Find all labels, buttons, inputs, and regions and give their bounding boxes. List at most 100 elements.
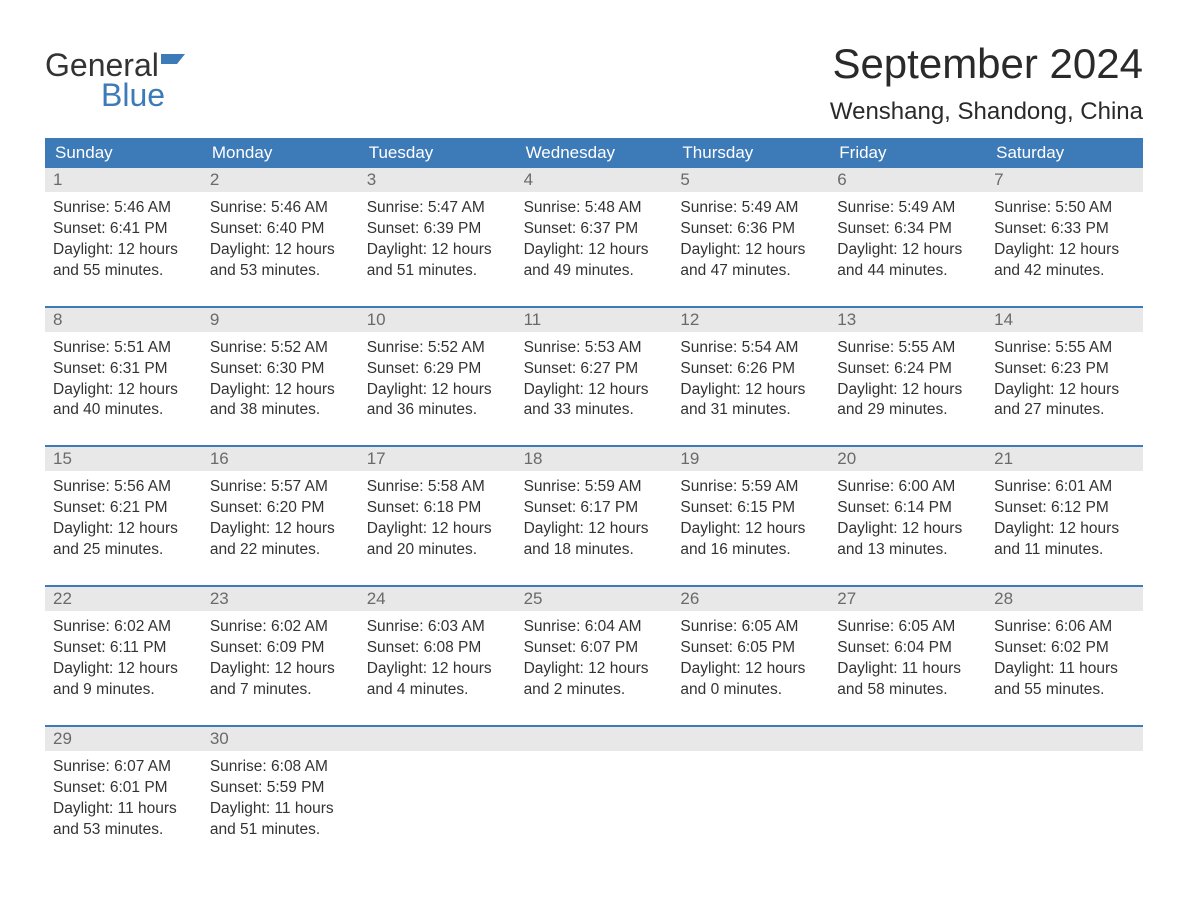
day-number: 26 [672,587,829,611]
day-cell: Sunrise: 6:04 AMSunset: 6:07 PMDaylight:… [516,611,673,711]
sunrise: Sunrise: 5:59 AM [680,477,821,498]
day-cell: Sunrise: 6:02 AMSunset: 6:09 PMDaylight:… [202,611,359,711]
daylight-line2: and 42 minutes. [994,261,1135,282]
daylight-line1: Daylight: 11 hours [53,799,194,820]
day-cell [359,751,516,851]
sunrise: Sunrise: 6:04 AM [524,617,665,638]
header: General Blue September 2024 Wenshang, Sh… [45,40,1143,126]
day-number [516,727,673,751]
daylight-line2: and 22 minutes. [210,540,351,561]
daylight-line1: Daylight: 12 hours [53,519,194,540]
day-number: 24 [359,587,516,611]
sunrise: Sunrise: 5:59 AM [524,477,665,498]
day-cell: Sunrise: 6:01 AMSunset: 6:12 PMDaylight:… [986,471,1143,571]
day-cell: Sunrise: 5:52 AMSunset: 6:29 PMDaylight:… [359,332,516,432]
sunset: Sunset: 6:40 PM [210,219,351,240]
daylight-line1: Daylight: 11 hours [837,659,978,680]
sunset: Sunset: 6:29 PM [367,359,508,380]
sunset: Sunset: 6:27 PM [524,359,665,380]
sunrise: Sunrise: 5:56 AM [53,477,194,498]
day-cell [672,751,829,851]
day-number: 16 [202,447,359,471]
sunrise: Sunrise: 5:48 AM [524,198,665,219]
daylight-line2: and 2 minutes. [524,680,665,701]
day-number: 9 [202,308,359,332]
weekday-header: Sunday Monday Tuesday Wednesday Thursday… [45,138,1143,168]
daylight-line2: and 11 minutes. [994,540,1135,561]
sunset: Sunset: 6:02 PM [994,638,1135,659]
daylight-line2: and 9 minutes. [53,680,194,701]
day-number: 17 [359,447,516,471]
day-number: 28 [986,587,1143,611]
daylight-line1: Daylight: 12 hours [994,519,1135,540]
day-cell: Sunrise: 6:03 AMSunset: 6:08 PMDaylight:… [359,611,516,711]
day-number: 7 [986,168,1143,192]
dow-thursday: Thursday [672,138,829,168]
weeks-container: 1234567Sunrise: 5:46 AMSunset: 6:41 PMDa… [45,168,1143,850]
day-number: 19 [672,447,829,471]
sunset: Sunset: 6:39 PM [367,219,508,240]
day-cell: Sunrise: 5:57 AMSunset: 6:20 PMDaylight:… [202,471,359,571]
sunset: Sunset: 6:05 PM [680,638,821,659]
sunset: Sunset: 6:18 PM [367,498,508,519]
sunset: Sunset: 6:20 PM [210,498,351,519]
sunset: Sunset: 6:30 PM [210,359,351,380]
daylight-line2: and 55 minutes. [994,680,1135,701]
sunset: Sunset: 6:21 PM [53,498,194,519]
day-cell: Sunrise: 5:53 AMSunset: 6:27 PMDaylight:… [516,332,673,432]
daylight-line1: Daylight: 12 hours [837,240,978,261]
sunrise: Sunrise: 5:55 AM [837,338,978,359]
day-cell: Sunrise: 6:07 AMSunset: 6:01 PMDaylight:… [45,751,202,851]
sunset: Sunset: 6:17 PM [524,498,665,519]
day-cell: Sunrise: 5:48 AMSunset: 6:37 PMDaylight:… [516,192,673,292]
day-cell: Sunrise: 5:46 AMSunset: 6:40 PMDaylight:… [202,192,359,292]
sunrise: Sunrise: 5:52 AM [210,338,351,359]
sunrise: Sunrise: 5:50 AM [994,198,1135,219]
daylight-line1: Daylight: 12 hours [524,240,665,261]
day-cell: Sunrise: 6:08 AMSunset: 5:59 PMDaylight:… [202,751,359,851]
sunset: Sunset: 6:33 PM [994,219,1135,240]
sunrise: Sunrise: 5:55 AM [994,338,1135,359]
sunrise: Sunrise: 5:51 AM [53,338,194,359]
sunrise: Sunrise: 5:49 AM [837,198,978,219]
daylight-line1: Daylight: 12 hours [680,240,821,261]
sunset: Sunset: 6:08 PM [367,638,508,659]
daylight-line1: Daylight: 11 hours [994,659,1135,680]
sunrise: Sunrise: 5:47 AM [367,198,508,219]
sunset: Sunset: 6:12 PM [994,498,1135,519]
week-row: 2930Sunrise: 6:07 AMSunset: 6:01 PMDayli… [45,725,1143,851]
daylight-line2: and 33 minutes. [524,400,665,421]
sunset: Sunset: 6:24 PM [837,359,978,380]
daylight-line1: Daylight: 12 hours [210,519,351,540]
dow-friday: Friday [829,138,986,168]
sunrise: Sunrise: 5:57 AM [210,477,351,498]
day-number: 3 [359,168,516,192]
daylight-line1: Daylight: 12 hours [680,380,821,401]
calendar: Sunday Monday Tuesday Wednesday Thursday… [45,138,1143,850]
day-number: 20 [829,447,986,471]
daynum-row: 1234567 [45,168,1143,192]
day-number [829,727,986,751]
day-cell: Sunrise: 5:49 AMSunset: 6:34 PMDaylight:… [829,192,986,292]
day-cell: Sunrise: 5:47 AMSunset: 6:39 PMDaylight:… [359,192,516,292]
sunset: Sunset: 6:11 PM [53,638,194,659]
sunrise: Sunrise: 5:52 AM [367,338,508,359]
sunrise: Sunrise: 5:46 AM [210,198,351,219]
day-number: 21 [986,447,1143,471]
sunset: Sunset: 6:23 PM [994,359,1135,380]
day-cell: Sunrise: 5:54 AMSunset: 6:26 PMDaylight:… [672,332,829,432]
logo-flag-icon [159,50,187,74]
sunset: Sunset: 6:07 PM [524,638,665,659]
daylight-line2: and 31 minutes. [680,400,821,421]
daylight-line2: and 58 minutes. [837,680,978,701]
sunset: Sunset: 6:26 PM [680,359,821,380]
week-row: 891011121314Sunrise: 5:51 AMSunset: 6:31… [45,306,1143,432]
daynum-row: 891011121314 [45,308,1143,332]
location: Wenshang, Shandong, China [830,98,1143,126]
daylight-line2: and 51 minutes. [210,820,351,841]
month-title: September 2024 [830,40,1143,88]
day-number: 2 [202,168,359,192]
daylight-line1: Daylight: 12 hours [210,659,351,680]
sunrise: Sunrise: 6:00 AM [837,477,978,498]
daylight-line1: Daylight: 12 hours [367,240,508,261]
